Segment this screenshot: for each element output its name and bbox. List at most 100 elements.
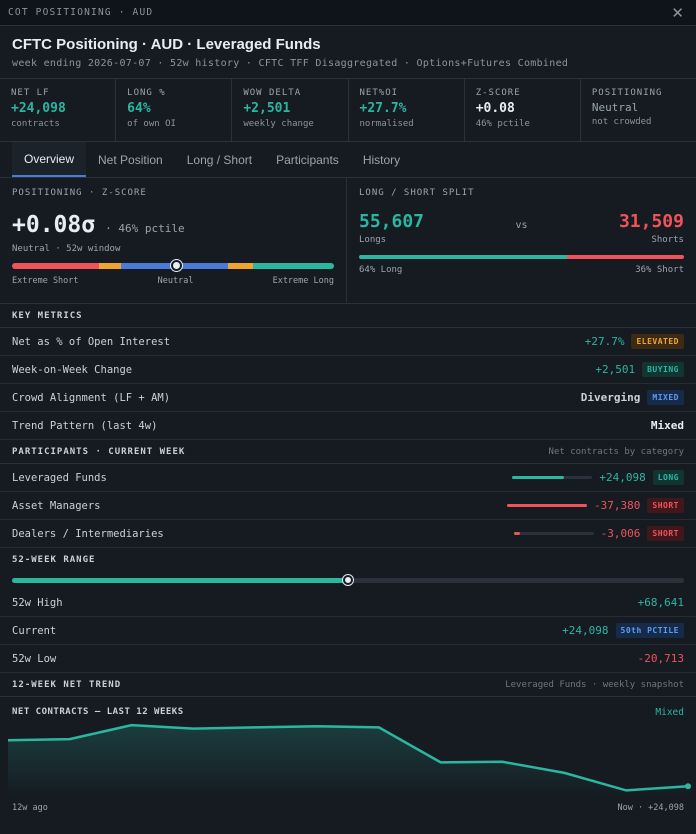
metric-row: Trend Pattern (last 4w) Mixed bbox=[0, 412, 696, 440]
stats-strip: NET LF +24,098 contracts LONG % 64% of o… bbox=[0, 79, 696, 142]
longs-label: Longs bbox=[359, 235, 387, 245]
stat-net-oi: NET%OI +27.7% normalised bbox=[349, 79, 465, 141]
pctile-badge: 50th PCTILE bbox=[615, 623, 684, 638]
gauge-label-neutral: Neutral bbox=[157, 276, 194, 286]
participant-row: Dealers / Intermediaries -3,006 SHORT bbox=[0, 520, 696, 548]
trend-point bbox=[685, 783, 691, 790]
range-fill bbox=[12, 578, 348, 583]
x-axis-start-label: 12w ago bbox=[12, 803, 48, 813]
range-marker bbox=[343, 575, 353, 585]
participant-bar bbox=[512, 476, 593, 479]
status-badge: MIXED bbox=[647, 390, 684, 405]
page-title: CFTC Positioning · AUD · Leveraged Funds bbox=[12, 36, 321, 53]
zscore-panel-label: POSITIONING · Z-SCORE bbox=[12, 188, 147, 198]
zscore-pctile: · 46% pctile bbox=[105, 222, 185, 235]
tab-bar: Overview Net Position Long / Short Parti… bbox=[0, 142, 696, 178]
zscore-panel: POSITIONING · Z-SCORE +0.08σ · 46% pctil… bbox=[0, 178, 347, 303]
range-title: 52-WEEK RANGE bbox=[12, 555, 96, 565]
participant-value: +24,098 bbox=[599, 471, 646, 484]
range-row: Current +24,098 50th PCTILE bbox=[0, 617, 696, 645]
trend-line bbox=[7, 723, 689, 792]
stat-sub: of own OI bbox=[127, 119, 176, 129]
window-title: COT POSITIONING · AUD bbox=[8, 7, 154, 18]
metric-row: Week-on-Week Change +2,501 BUYING bbox=[0, 356, 696, 384]
trend-chart: NET CONTRACTS — LAST 12 WEEKS Mixed 12w … bbox=[0, 697, 696, 833]
close-icon[interactable]: ✕ bbox=[671, 3, 684, 22]
zscore-sub: Neutral · 52w window bbox=[12, 244, 121, 254]
stat-sub: weekly change bbox=[243, 119, 314, 129]
status-badge: ELEVATED bbox=[631, 334, 684, 349]
status-badge: LONG bbox=[652, 470, 684, 485]
stat-z-score: Z-SCORE +0.08 46% pctile bbox=[465, 79, 581, 141]
gauge-label-extreme-long: Extreme Long bbox=[272, 276, 334, 286]
range-label: 52w High bbox=[12, 596, 63, 609]
range-value: +68,641 bbox=[637, 596, 684, 609]
tab-overview[interactable]: Overview bbox=[12, 142, 87, 177]
stat-label: Z-SCORE bbox=[475, 88, 521, 98]
stat-net-lf: NET LF +24,098 contracts bbox=[0, 79, 117, 141]
metric-value: Diverging bbox=[580, 391, 641, 404]
tab-history[interactable]: History bbox=[362, 152, 401, 167]
status-badge: SHORT bbox=[647, 526, 684, 541]
participant-value: -37,380 bbox=[594, 499, 641, 512]
stat-positioning: POSITIONING Neutral not crowded bbox=[581, 79, 696, 141]
metric-value: +27.7% bbox=[584, 335, 625, 348]
trend-header: 12-WEEK NET TREND Leveraged Funds · week… bbox=[0, 673, 696, 697]
range-row: 52w Low -20,713 bbox=[0, 645, 696, 673]
metric-value: +2,501 bbox=[595, 363, 636, 376]
stat-value: 64% bbox=[127, 101, 151, 116]
trend-area bbox=[8, 725, 688, 797]
metric-label: Net as % of Open Interest bbox=[12, 335, 171, 348]
participants-header: PARTICIPANTS · CURRENT WEEK Net contract… bbox=[0, 440, 696, 464]
key-metrics-header: KEY METRICS bbox=[0, 304, 696, 328]
stat-label: LONG % bbox=[127, 88, 166, 98]
range-value: -20,713 bbox=[637, 652, 684, 665]
range-value: +24,098 bbox=[562, 624, 609, 637]
page-header: CFTC Positioning · AUD · Leveraged Funds… bbox=[0, 26, 696, 79]
tab-net-position[interactable]: Net Position bbox=[98, 152, 163, 167]
zscore-marker bbox=[171, 260, 183, 271]
participant-value: -3,006 bbox=[600, 527, 641, 540]
metric-row: Crowd Alignment (LF + AM) Diverging MIXED bbox=[0, 384, 696, 412]
stat-long-pct: LONG % 64% of own OI bbox=[116, 79, 233, 141]
status-badge: SHORT bbox=[647, 498, 684, 513]
range-label: 52w Low bbox=[12, 652, 57, 665]
title-bar: COT POSITIONING · AUD ✕ bbox=[0, 0, 696, 26]
trend-svg bbox=[7, 723, 691, 797]
page-subtitle: week ending 2026-07-07 · 52w history · C… bbox=[12, 58, 569, 69]
stat-label: NET LF bbox=[11, 88, 50, 98]
stat-value: +27.7% bbox=[359, 101, 407, 116]
participant-bar bbox=[513, 532, 594, 535]
range-bar bbox=[12, 575, 684, 585]
participants-note: Net contracts by category bbox=[548, 446, 684, 457]
tab-participants[interactable]: Participants bbox=[276, 152, 339, 167]
vs-label: vs bbox=[515, 219, 528, 231]
participants-title: PARTICIPANTS · CURRENT WEEK bbox=[12, 446, 186, 457]
participant-bar bbox=[507, 504, 588, 507]
participant-row: Leveraged Funds +24,098 LONG bbox=[0, 464, 696, 492]
zscore-value: +0.08σ bbox=[12, 212, 96, 238]
range-row: 52w High +68,641 bbox=[0, 589, 696, 617]
tab-long-short[interactable]: Long / Short bbox=[186, 152, 253, 167]
metric-label: Crowd Alignment (LF + AM) bbox=[12, 391, 171, 404]
stat-sub: 46% pctile bbox=[475, 119, 530, 129]
stat-label: POSITIONING bbox=[591, 88, 663, 98]
stat-label: WOW DELTA bbox=[243, 88, 302, 98]
shorts-label: Shorts bbox=[651, 235, 684, 245]
participant-label: Dealers / Intermediaries bbox=[12, 527, 164, 540]
overview-split: POSITIONING · Z-SCORE +0.08σ · 46% pctil… bbox=[0, 178, 696, 304]
range-label: Current bbox=[12, 624, 57, 637]
stat-value: +0.08 bbox=[475, 101, 515, 116]
metric-label: Trend Pattern (last 4w) bbox=[12, 419, 158, 432]
metric-label: Week-on-Week Change bbox=[12, 363, 133, 376]
metric-value: Mixed bbox=[650, 419, 684, 432]
stat-wow-delta: WOW DELTA +2,501 weekly change bbox=[232, 79, 349, 141]
range-header: 52-WEEK RANGE bbox=[0, 548, 696, 572]
participant-label: Leveraged Funds bbox=[12, 471, 107, 484]
long-short-panel: LONG / SHORT SPLIT 55,607 Longs vs 31,50… bbox=[347, 178, 696, 303]
stat-sub: not crowded bbox=[591, 117, 652, 127]
participant-row: Asset Managers -37,380 SHORT bbox=[0, 492, 696, 520]
participant-label: Asset Managers bbox=[12, 499, 101, 512]
x-axis-end-label: Now · +24,098 bbox=[617, 803, 684, 813]
long-short-bar bbox=[359, 255, 684, 259]
